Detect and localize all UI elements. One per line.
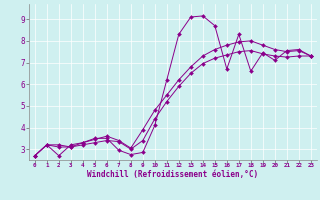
X-axis label: Windchill (Refroidissement éolien,°C): Windchill (Refroidissement éolien,°C) — [87, 170, 258, 179]
